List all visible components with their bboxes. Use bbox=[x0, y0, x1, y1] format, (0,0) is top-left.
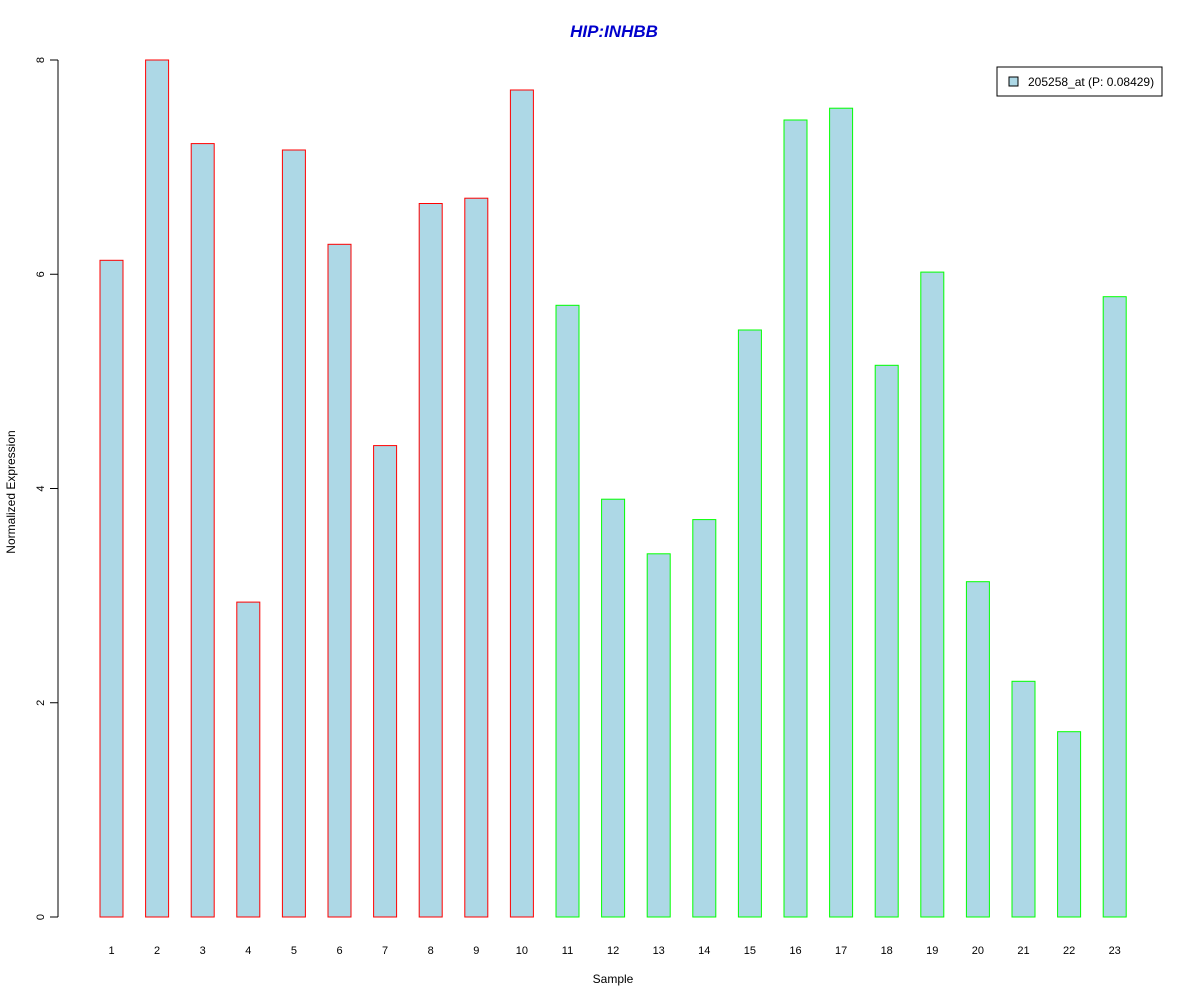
bar-sample-3 bbox=[190, 143, 215, 918]
x-tick-label: 8 bbox=[428, 945, 434, 957]
bar-sample-12 bbox=[601, 498, 626, 918]
x-tick-label: 16 bbox=[789, 945, 801, 957]
x-tick-label: 21 bbox=[1017, 945, 1029, 957]
x-tick-labels: 1 2 3 4 5 6 7 8 9 10 11 12 13 14 15 16 17 18 19 20 21 22 23 bbox=[108, 945, 1120, 957]
y-tick-label: 8 bbox=[35, 57, 47, 63]
x-tick-label: 20 bbox=[972, 945, 984, 957]
bar-sample-16 bbox=[783, 119, 808, 918]
x-tick-label: 7 bbox=[382, 945, 388, 957]
bar-sample-5 bbox=[281, 149, 306, 918]
legend: 205258_at (P: 0.08429) bbox=[996, 66, 1163, 97]
x-tick-label: 17 bbox=[835, 945, 847, 957]
x-tick-label: 22 bbox=[1063, 945, 1075, 957]
bars bbox=[99, 59, 1127, 918]
x-tick-label: 11 bbox=[562, 945, 573, 957]
x-tick-label: 6 bbox=[336, 945, 342, 957]
bar-sample-14 bbox=[692, 519, 717, 918]
x-tick-label: 14 bbox=[698, 945, 710, 957]
x-tick-label: 13 bbox=[653, 945, 665, 957]
bar-sample-6 bbox=[327, 243, 352, 918]
bar-sample-18 bbox=[874, 364, 899, 918]
bar-sample-4 bbox=[236, 601, 261, 918]
bar-sample-21 bbox=[1011, 680, 1036, 918]
x-tick-label: 18 bbox=[881, 945, 893, 957]
bar-sample-23 bbox=[1102, 296, 1127, 918]
x-tick-label: 4 bbox=[245, 945, 251, 957]
bar-sample-1 bbox=[99, 259, 124, 918]
x-tick-label: 10 bbox=[516, 945, 528, 957]
y-tick-label: 4 bbox=[35, 485, 47, 491]
y-axis: 0 2 4 6 8 bbox=[35, 57, 59, 920]
x-tick-label: 1 bbox=[108, 945, 114, 957]
x-tick-label: 9 bbox=[473, 945, 479, 957]
x-tick-label: 5 bbox=[291, 945, 297, 957]
y-tick-label: 0 bbox=[35, 914, 47, 920]
chart-title: HIP:INHBB bbox=[570, 22, 658, 41]
bar-sample-8 bbox=[418, 203, 443, 918]
x-tick-label: 12 bbox=[607, 945, 619, 957]
x-tick-label: 3 bbox=[200, 945, 206, 957]
x-tick-label: 23 bbox=[1109, 945, 1121, 957]
bar-sample-13 bbox=[646, 553, 671, 918]
bar-sample-9 bbox=[464, 197, 489, 918]
bar-sample-19 bbox=[920, 271, 945, 918]
y-tick-label: 6 bbox=[35, 271, 47, 277]
legend-box bbox=[996, 66, 1163, 97]
bar-sample-7 bbox=[373, 445, 398, 918]
x-tick-label: 2 bbox=[154, 945, 160, 957]
x-tick-label: 15 bbox=[744, 945, 756, 957]
bar-sample-10 bbox=[509, 89, 534, 918]
y-tick-label: 2 bbox=[35, 700, 47, 706]
legend-label: 205258_at (P: 0.08429) bbox=[1028, 75, 1154, 89]
bar-sample-15 bbox=[737, 329, 762, 918]
y-axis-label: Normalized Expression bbox=[4, 430, 18, 553]
bar-sample-11 bbox=[555, 304, 580, 918]
x-tick-label: 19 bbox=[926, 945, 938, 957]
bar-sample-17 bbox=[829, 107, 854, 918]
x-axis-label: Sample bbox=[593, 972, 634, 986]
bar-sample-22 bbox=[1057, 731, 1082, 918]
bar-sample-2 bbox=[145, 59, 170, 918]
bar-sample-20 bbox=[965, 581, 990, 918]
legend-swatch bbox=[1008, 76, 1019, 87]
